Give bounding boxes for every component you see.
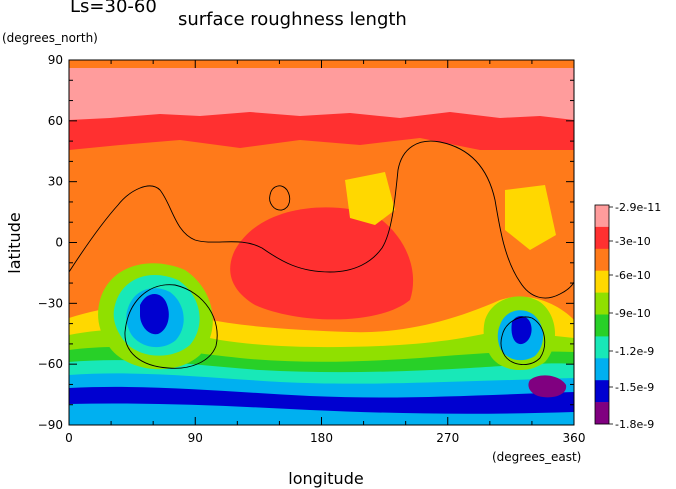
y-tick-label: 30: [48, 175, 63, 189]
x-tick-label: 270: [436, 431, 459, 445]
colorbar: -2.9e-11 -3e-10 -6e-10 -9e-10 -1.2e-9 -1.5e-9…: [594, 201, 661, 431]
field-south-darkblue: [69, 386, 574, 414]
y-unit-label: (degrees_north): [2, 31, 98, 45]
y-tick-label: −30: [38, 296, 63, 310]
colorbar-swatch: [595, 314, 609, 337]
y-tick-label: 90: [48, 53, 63, 67]
colorbar-label: -3e-10: [615, 235, 651, 248]
y-tick-label: −60: [38, 357, 63, 371]
season-label: Ls=30-60: [70, 0, 157, 17]
colorbar-swatch: [595, 205, 609, 228]
field-purple-patch: [528, 375, 567, 398]
y-axis-label: latitude: [5, 212, 24, 273]
colorbar-swatch: [595, 248, 609, 271]
field-red-center: [230, 207, 414, 320]
colorbar-swatch: [595, 358, 609, 381]
field-polar-north: [69, 68, 574, 120]
x-axis-label: longitude: [288, 469, 363, 488]
colorbar-frame: [594, 204, 610, 425]
colorbar-label: -9e-10: [615, 307, 651, 320]
colorbar-label: -1.5e-9: [615, 381, 654, 394]
field-mid-north: [69, 138, 574, 260]
contour-line-east-crater: [500, 316, 546, 365]
colorbar-swatch: [595, 292, 609, 315]
y-axis: 90 60 30 0 −30 −60 −90: [38, 53, 574, 432]
contour-line-west-crater: [124, 284, 218, 369]
contour-line-north-loop: [269, 185, 291, 211]
field-crater-west-darkblue: [140, 294, 169, 335]
contour-field: [69, 60, 574, 425]
y-tick-label: −90: [38, 418, 63, 432]
colorbar-swatch: [595, 380, 609, 403]
colorbar-label: -6e-10: [615, 269, 651, 282]
colorbar-label: -1.2e-9: [615, 345, 654, 358]
x-tick-label: 0: [65, 431, 73, 445]
field-yellow-north: [345, 172, 395, 225]
x-tick-label: 90: [188, 431, 203, 445]
y-tick-label: 60: [48, 114, 63, 128]
chart-title: surface roughness length: [178, 9, 407, 30]
contour-line-dichotomy: [69, 140, 574, 299]
x-axis: 0 90 180 270 360: [65, 60, 585, 445]
contour-lines: [69, 140, 574, 369]
colorbar-label: -1.8e-9: [615, 418, 654, 431]
field-crater-east-darkblue: [511, 316, 532, 345]
colorbar-swatch: [595, 270, 609, 293]
x-tick-label: 360: [563, 431, 586, 445]
field-yellow-east: [505, 185, 556, 250]
colorbar-swatch: [595, 336, 609, 359]
x-unit-label: (degrees_east): [492, 450, 581, 464]
colorbar-swatch: [595, 226, 609, 250]
colorbar-swatch: [595, 402, 609, 425]
colorbar-label: -2.9e-11: [615, 201, 661, 214]
y-tick-label: 0: [55, 236, 63, 250]
x-tick-label: 180: [310, 431, 333, 445]
